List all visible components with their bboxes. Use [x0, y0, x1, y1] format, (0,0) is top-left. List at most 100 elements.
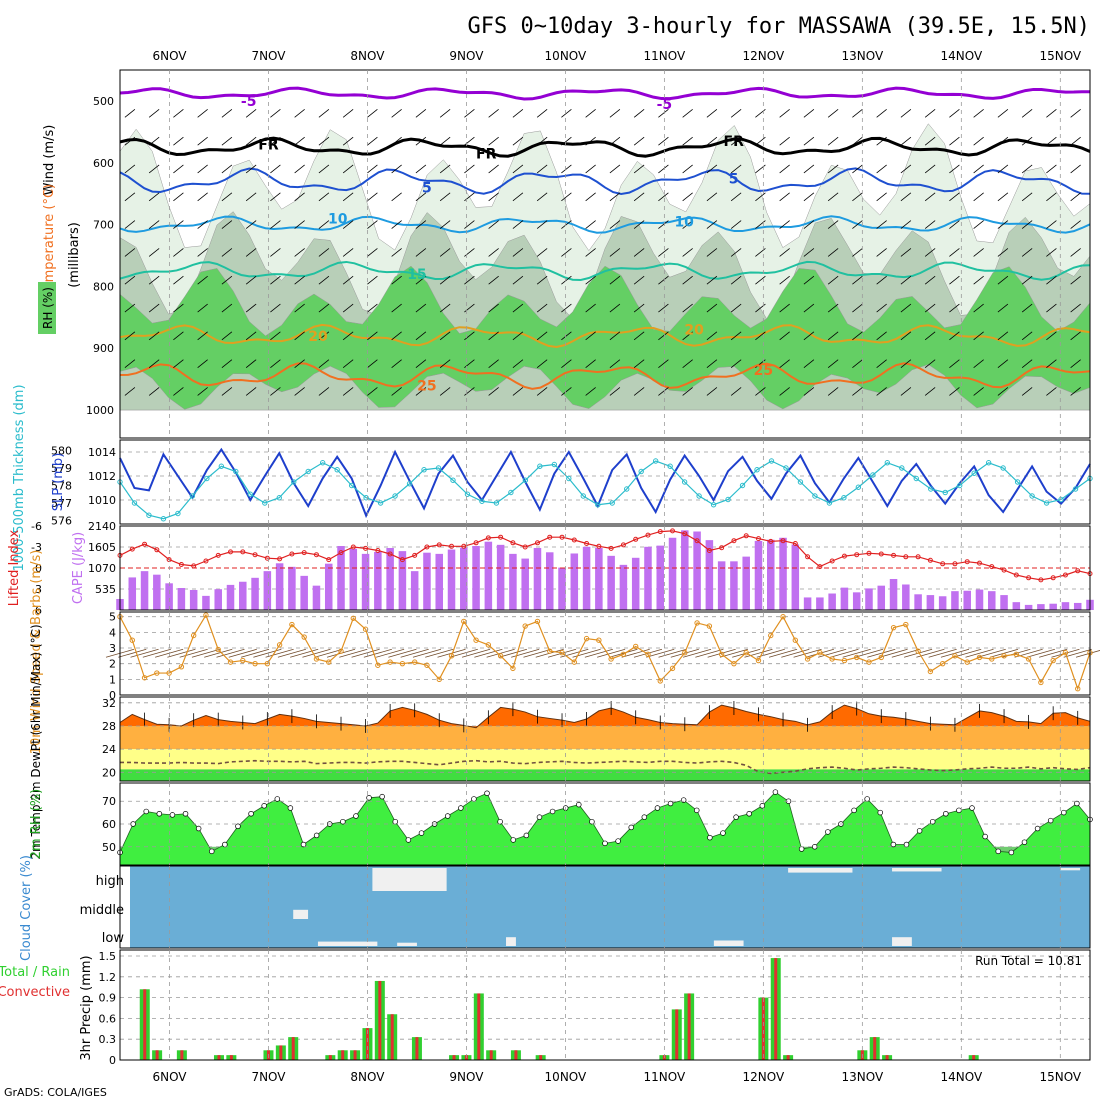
rh-point — [248, 810, 254, 817]
upper-wind-barb — [415, 303, 427, 313]
isotherm-label: FR — [476, 147, 497, 163]
lifted-index-point — [792, 541, 798, 546]
cape-bar — [337, 546, 345, 610]
upper-wind-barb — [997, 220, 1009, 229]
top-day-label: 13NOV — [841, 49, 883, 63]
temp-axis-label: 2m Temp 2m DewPt (6hr Min/Max) (°C) — [29, 624, 43, 859]
lifted-index-point — [891, 552, 897, 558]
surface-wind-barb — [793, 648, 822, 658]
wind-tick-label: 2 — [109, 658, 116, 671]
cape-bar — [644, 546, 652, 610]
upper-wind-barb — [609, 303, 621, 313]
upper-wind-barb — [852, 109, 863, 118]
rh-point — [995, 848, 1001, 855]
thickness-tick-label: 578 — [51, 480, 72, 493]
upper-wind-barb — [609, 387, 621, 396]
thickness-tick-label: 576 — [51, 515, 72, 528]
lifted-index-point — [694, 538, 700, 544]
thickness-point — [928, 486, 934, 492]
thickness-point — [146, 512, 152, 518]
lifted-index-point — [866, 550, 872, 556]
bottom-day-label: 13NOV — [841, 1070, 883, 1084]
upper-wind-barb — [294, 359, 305, 368]
wind-speed-point — [1062, 650, 1069, 656]
lifted-index-point — [547, 534, 553, 540]
rh-point — [667, 800, 674, 807]
upper-wind-barb — [294, 303, 305, 313]
lifted-index-point — [485, 535, 491, 541]
precip-convective-bar — [180, 1050, 184, 1060]
wind-speed-axis-label: 10m Wind Speed & Barbs (m/s) — [29, 550, 44, 755]
surface-wind-barb — [584, 648, 613, 658]
wind-speed-point — [203, 612, 209, 618]
cape-bar — [582, 546, 591, 610]
cape-bar — [619, 564, 628, 610]
isotherm-label: 15 — [407, 267, 426, 283]
precip-convective-bar — [155, 1050, 159, 1060]
upper-wind-barb — [827, 109, 839, 118]
upper-wind-barb — [633, 136, 645, 146]
cape-bar — [288, 566, 296, 610]
upper-wind-barb — [1070, 275, 1081, 285]
upper-wind-barb — [900, 109, 912, 118]
cape-bar — [779, 537, 787, 610]
wind-speed-point — [129, 637, 135, 643]
rh-area — [120, 792, 1090, 865]
upper-wind-barb — [779, 331, 790, 341]
upper-wind-barb — [561, 220, 572, 229]
upper-wind-barb — [755, 109, 766, 118]
cape-bar — [767, 539, 775, 610]
li-tick-label: 0 — [35, 562, 42, 575]
lifted-index-point — [301, 550, 307, 556]
upper-wind-barb — [124, 359, 136, 368]
surface-wind-barb — [425, 648, 454, 658]
cape-bar — [521, 558, 529, 610]
upper-wind-barb — [973, 331, 984, 341]
upper-wind-barb — [730, 109, 742, 118]
wind-speed-point — [669, 665, 676, 672]
rh-point — [353, 813, 359, 819]
upper-wind-barb — [173, 192, 184, 202]
wind-speed-point — [841, 657, 848, 664]
upper-wind-barb — [488, 136, 499, 146]
upper-wind-barb — [997, 303, 1009, 313]
surface-wind-barb — [400, 648, 429, 658]
bottom-day-label: 11NOV — [644, 1070, 686, 1084]
thickness-point — [247, 491, 253, 497]
li-tick-label: -6 — [31, 520, 42, 533]
surface-wind-barb — [891, 648, 920, 658]
surface-wind-barb — [818, 648, 847, 658]
upper-wind-barb — [852, 164, 863, 174]
top-day-label: 10NOV — [545, 49, 587, 63]
upper-wind-barb — [342, 136, 354, 146]
rh-point — [851, 807, 857, 814]
upper-wind-barb — [973, 136, 984, 146]
cloud-block — [372, 868, 447, 891]
upper-wind-barb — [221, 387, 233, 396]
lifted-index-point — [682, 531, 688, 537]
upper-wind-barb — [924, 192, 936, 202]
upper-wind-barb — [585, 164, 596, 174]
lifted-index-point — [829, 558, 835, 564]
upper-wind-barb — [124, 248, 136, 257]
wind-speed-point — [547, 648, 553, 654]
precip-panel-frame — [119, 949, 1091, 1061]
rh-point — [969, 805, 975, 811]
lifted-index-point — [510, 540, 516, 546]
surface-wind-barb — [498, 648, 528, 658]
lifted-index-point — [1038, 577, 1044, 583]
rh-point — [392, 818, 399, 825]
upper-wind-barb — [464, 109, 475, 118]
slp-axis-label: SLP (mb) — [51, 453, 66, 512]
upper-wind-barb — [973, 275, 984, 285]
surface-wind-barb — [646, 648, 675, 658]
wind-speed-point — [338, 648, 344, 654]
cloud-block — [293, 909, 309, 919]
upper-wind-barb — [900, 136, 912, 146]
wind-speed-point — [326, 659, 332, 665]
upper-wind-barb — [561, 248, 572, 257]
upper-wind-barb — [173, 164, 184, 174]
cape-bar — [742, 556, 750, 610]
upper-wind-barb — [1046, 303, 1057, 313]
upper-wind-barb — [730, 275, 742, 285]
